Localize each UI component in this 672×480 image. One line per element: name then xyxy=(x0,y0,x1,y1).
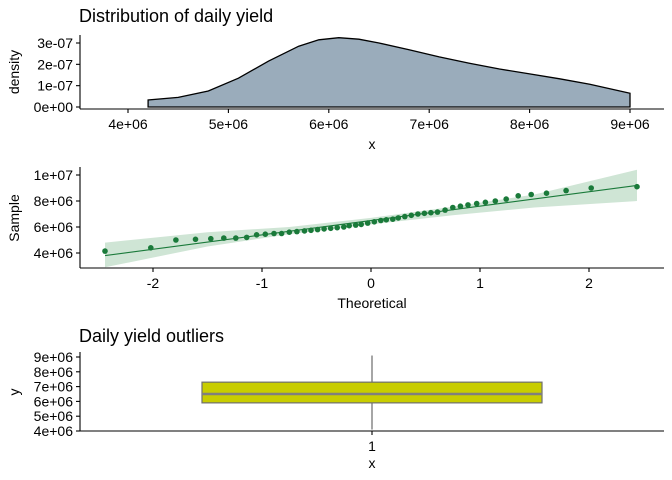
qq-point xyxy=(278,230,285,237)
qq-y-label: Sample xyxy=(6,194,22,242)
qq-point xyxy=(358,221,365,228)
density-x-label: x xyxy=(369,136,376,152)
qq-panel: -2 -1 0 1 2 4e+06 6e+06 8e+06 1e+07 Theoretical… xyxy=(6,167,664,311)
density-x-ticks: 4e+06 5e+06 6e+06 7e+06 8e+06 9e+06 xyxy=(108,109,650,132)
qq-point xyxy=(286,229,293,235)
qq-x-tick-label: -2 xyxy=(147,275,160,291)
qq-point xyxy=(341,224,347,230)
qq-point xyxy=(221,235,227,241)
qq-y-tick-label: 6e+06 xyxy=(34,219,74,235)
qq-point xyxy=(473,200,480,207)
qq-point xyxy=(634,183,640,190)
qq-point xyxy=(346,222,353,229)
boxplot-y-tick-label: 6e+06 xyxy=(34,393,74,409)
density-y-tick-label: 0e+00 xyxy=(34,99,74,115)
qq-point xyxy=(503,196,510,202)
qq-y-tick-label: 1e+07 xyxy=(34,167,74,183)
qq-point xyxy=(334,224,341,231)
qq-reference-line xyxy=(104,184,638,257)
boxplot-x-tick-label: 1 xyxy=(368,438,376,454)
qq-point xyxy=(314,226,321,233)
qq-point xyxy=(563,187,569,194)
qq-y-ticks: 4e+06 6e+06 8e+06 1e+07 xyxy=(34,167,80,261)
qq-point xyxy=(383,217,390,223)
qq-point xyxy=(378,217,384,224)
qq-point xyxy=(301,228,308,234)
qq-points xyxy=(102,183,640,254)
qq-point xyxy=(262,231,269,237)
qq-point xyxy=(528,191,534,198)
qq-point xyxy=(588,185,594,191)
qq-point xyxy=(482,199,489,206)
boxplot-y-tick-label: 9e+06 xyxy=(34,349,74,365)
density-y-ticks: 0e+00 1e-07 2e-07 3e-07 xyxy=(34,35,80,115)
qq-point xyxy=(271,230,277,237)
qq-point xyxy=(515,193,521,199)
density-y-label: density xyxy=(6,50,22,94)
qq-point xyxy=(364,220,371,226)
qq-point xyxy=(434,209,441,215)
qq-point xyxy=(308,227,314,234)
qq-point xyxy=(543,190,550,196)
density-y-tick-label: 3e-07 xyxy=(37,35,73,51)
qq-point xyxy=(371,219,378,225)
qq-point xyxy=(148,245,154,251)
qq-point xyxy=(173,237,179,243)
qq-confidence-band xyxy=(105,169,637,268)
qq-point xyxy=(402,213,408,220)
qq-x-tick-label: -1 xyxy=(256,275,269,291)
boxplot-y-tick-label: 5e+06 xyxy=(34,408,74,424)
qq-point xyxy=(253,232,260,238)
qq-point xyxy=(208,235,214,242)
boxplot-x-label: x xyxy=(369,455,376,471)
boxplot-panel: Daily yield outliers 1 4e+065e+066e+067e… xyxy=(6,326,664,471)
density-panel: Distribution of daily yield 4e+06 5e+06 6e… xyxy=(6,6,664,152)
qq-point xyxy=(395,215,402,221)
qq-point xyxy=(233,235,239,241)
qq-point xyxy=(294,228,300,235)
density-x-tick-label: 7e+06 xyxy=(410,116,450,132)
qq-point xyxy=(421,210,428,217)
density-x-tick-label: 6e+06 xyxy=(309,116,349,132)
qq-point xyxy=(492,198,499,204)
qq-point xyxy=(243,234,250,241)
qq-x-label: Theoretical xyxy=(337,295,406,311)
qq-x-tick-label: 2 xyxy=(585,275,593,291)
boxplot-chart-title: Daily yield outliers xyxy=(79,326,224,346)
qq-point xyxy=(465,202,471,208)
qq-point xyxy=(352,222,359,228)
qq-point xyxy=(390,216,396,222)
boxplot-y-tick-label: 4e+06 xyxy=(34,423,74,439)
boxplot-y-tick-label: 7e+06 xyxy=(34,379,74,395)
boxplot-y-label: y xyxy=(6,389,22,396)
qq-point xyxy=(321,226,327,232)
qq-point xyxy=(428,209,434,216)
qq-point xyxy=(327,225,334,232)
qq-point xyxy=(415,211,421,217)
density-chart-title: Distribution of daily yield xyxy=(79,6,273,26)
qq-point xyxy=(408,212,415,219)
density-y-tick-label: 2e-07 xyxy=(37,56,73,72)
density-x-tick-label: 9e+06 xyxy=(610,116,650,132)
density-x-tick-label: 8e+06 xyxy=(510,116,550,132)
qq-point xyxy=(450,204,456,211)
density-area xyxy=(147,37,631,108)
density-x-tick-label: 4e+06 xyxy=(108,116,148,132)
qq-point xyxy=(192,236,199,243)
qq-x-tick-label: 0 xyxy=(367,275,375,291)
density-y-tick-label: 1e-07 xyxy=(37,78,73,94)
density-x-tick-label: 5e+06 xyxy=(209,116,249,132)
qq-y-tick-label: 8e+06 xyxy=(34,193,74,209)
qq-point xyxy=(442,207,448,213)
qq-point xyxy=(457,203,464,209)
qq-y-tick-label: 4e+06 xyxy=(34,245,74,261)
boxplot-box xyxy=(201,381,543,404)
qq-x-ticks: -2 -1 0 1 2 xyxy=(147,268,593,291)
qq-point xyxy=(102,248,108,254)
qq-x-tick-label: 1 xyxy=(476,275,484,291)
boxplot-y-tick-label: 8e+06 xyxy=(34,364,74,380)
boxplot-x-ticks: 1 xyxy=(368,431,376,454)
